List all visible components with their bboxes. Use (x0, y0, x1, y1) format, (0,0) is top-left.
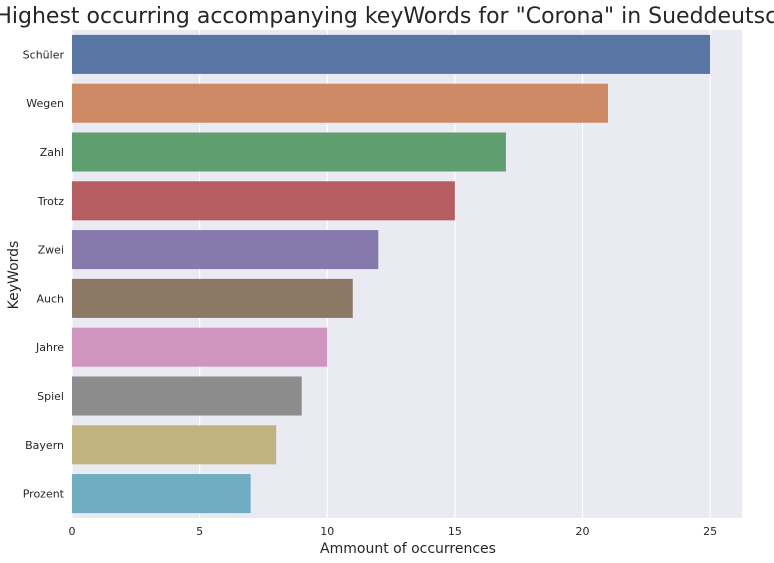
y-tick-label: Wegen (26, 97, 64, 110)
y-tick-label: Trotz (37, 195, 64, 208)
y-tick-label: Bayern (25, 439, 64, 452)
y-tick-labels: Schüler Wegen Zahl Trotz Zwei Auch Jahre Spiel B… (23, 48, 65, 500)
chart-title: Highest occurring accompanying keyWords … (0, 4, 774, 29)
bar-zahl (72, 132, 506, 172)
bar-schüler (72, 34, 711, 74)
x-tick-label: 15 (448, 525, 462, 538)
y-tick-label: Zwei (38, 244, 64, 257)
y-tick-label: Zahl (40, 146, 64, 159)
y-tick-label: Schüler (23, 48, 65, 61)
bar-zwei (72, 230, 379, 270)
bars (72, 34, 711, 514)
bar-spiel (72, 376, 302, 416)
x-tick-label: 10 (320, 525, 334, 538)
x-tick-label: 25 (703, 525, 717, 538)
y-tick-label: Jahre (35, 341, 64, 354)
x-tick-labels: 0 5 10 15 20 25 (69, 525, 718, 538)
x-tick-label: 20 (575, 525, 589, 538)
bar-wegen (72, 83, 608, 123)
bar-auch (72, 278, 353, 318)
bar-prozent (72, 474, 251, 514)
x-tick-label: 5 (196, 525, 203, 538)
y-tick-label: Spiel (37, 390, 64, 403)
y-tick-label: Prozent (23, 488, 65, 501)
x-tick-label: 0 (69, 525, 76, 538)
y-tick-label: Auch (36, 292, 64, 305)
y-axis-label: KeyWords (6, 241, 22, 310)
bar-trotz (72, 181, 455, 221)
bar-jahre (72, 327, 328, 367)
x-axis-label: Ammount of occurrences (320, 541, 496, 557)
bar-bayern (72, 425, 277, 465)
